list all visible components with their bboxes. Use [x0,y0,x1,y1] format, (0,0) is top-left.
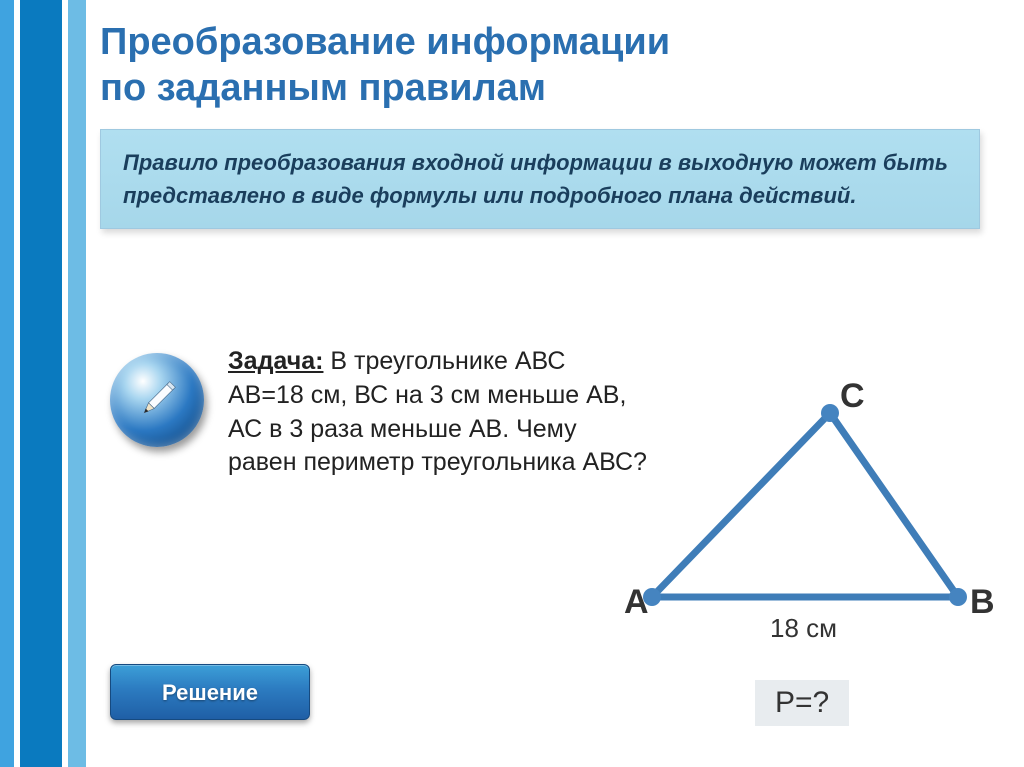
vertex-label-b: В [970,583,995,622]
rule-text: Правило преобразования входной информаци… [123,146,957,212]
task-label: Задача: [228,347,323,375]
vertex-label-a: А [624,583,649,622]
rule-box: Правило преобразования входной информаци… [100,129,980,229]
edge-label-ab: 18 см [770,613,837,644]
formula: P=? [755,680,849,726]
solve-button[interactable]: Решение [110,664,310,720]
content: Преобразование информации по заданным пр… [100,0,1004,229]
sidebar-stripes [0,0,86,767]
pencil-icon [110,353,204,447]
title-line2: по заданным правилам [100,67,546,109]
vertex-label-c: С [840,377,865,416]
page-title: Преобразование информации по заданным пр… [100,20,1004,111]
task-row: Задача: В треугольнике АВС АВ=18 см, ВС … [110,345,648,480]
triangle-diagram: А В С 18 см [630,365,990,665]
title-line1: Преобразование информации [100,21,670,63]
task-text: Задача: В треугольнике АВС АВ=18 см, ВС … [228,345,648,480]
